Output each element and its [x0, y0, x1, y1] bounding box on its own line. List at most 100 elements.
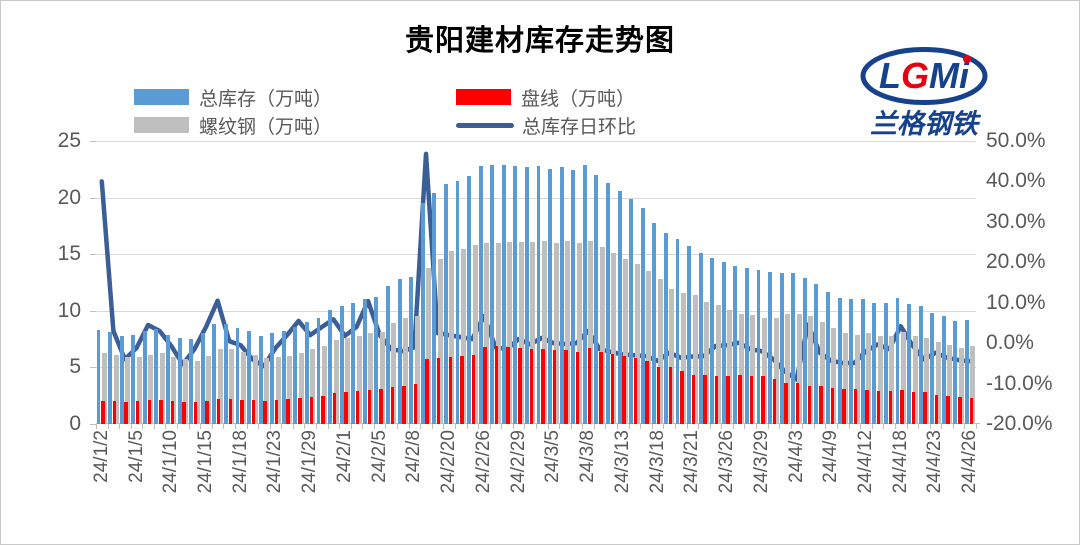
x-axis-label: 24/2/29: [507, 430, 529, 494]
x-axis-tick: [860, 424, 862, 429]
gridline: [96, 254, 976, 256]
y-axis-right-label: 0.0%: [986, 331, 1034, 355]
bar-coil: [610, 353, 615, 424]
x-axis-tick: [802, 424, 804, 429]
bar-coil: [761, 376, 765, 424]
bar-total-inventory: [548, 169, 553, 424]
bar-coil: [193, 402, 198, 424]
x-axis-label: 24/1/15: [195, 430, 216, 494]
ratio-line-series: [99, 151, 973, 382]
bar-total-inventory: [652, 222, 657, 424]
bar-coil: [274, 400, 279, 424]
bar-rebar: [947, 344, 953, 424]
bar-total-inventory: [154, 328, 159, 424]
bar-total-inventory: [374, 297, 379, 424]
x-axis-label: 24/3/13: [611, 430, 633, 494]
bar-total-inventory: [386, 285, 390, 424]
logo-i-dot-icon: [963, 55, 971, 63]
bar-rebar: [588, 240, 594, 424]
x-axis-tick: [327, 424, 329, 429]
x-axis-tick: [964, 424, 966, 429]
bar-rebar: [240, 351, 246, 424]
bar-total-inventory: [779, 273, 784, 424]
y-axis-right-label: 30.0%: [986, 209, 1046, 233]
bar-rebar: [773, 317, 779, 424]
x-axis-tick: [547, 424, 549, 429]
bar-rebar: [113, 354, 119, 424]
bar-coil: [958, 396, 962, 424]
bar-rebar: [206, 356, 212, 424]
bar-coil: [112, 401, 117, 424]
y-axis-tick: [90, 197, 96, 199]
x-axis-label: 24/3/5: [542, 430, 564, 483]
x-axis-tick: [200, 424, 202, 429]
bar-total-inventory: [270, 333, 275, 424]
legend-label: 总库存（万吨）: [199, 88, 333, 110]
bar-total-inventory: [675, 239, 680, 424]
x-axis-tick: [339, 424, 341, 429]
bar-rebar: [680, 292, 686, 424]
bar-rebar: [368, 333, 374, 424]
bar-coil: [367, 390, 372, 424]
bar-rebar: [843, 333, 849, 424]
x-axis-label: 24/3/29: [750, 430, 772, 494]
x-axis-tick: [605, 424, 607, 429]
x-axis-tick: [628, 424, 630, 429]
legend-bar-swatch-icon: [134, 89, 189, 105]
legend-label: 总库存日环比: [522, 116, 637, 138]
bar-coil: [124, 402, 128, 424]
bar-rebar: [298, 352, 304, 424]
bar-total-inventory: [791, 273, 796, 424]
x-axis-label: 24/3/18: [646, 430, 668, 494]
bar-rebar: [935, 342, 941, 424]
x-axis-tick: [130, 424, 132, 429]
bar-total-inventory: [96, 330, 101, 424]
bar-total-inventory: [710, 257, 715, 424]
bar-total-inventory: [918, 306, 923, 424]
bar-rebar: [912, 335, 918, 424]
bar-total-inventory: [814, 283, 819, 424]
x-axis-label: 24/1/2: [90, 430, 112, 483]
bar-rebar: [958, 348, 964, 424]
bar-total-inventory: [698, 253, 703, 424]
bar-rebar: [553, 242, 559, 424]
bar-coil: [147, 400, 152, 424]
bar-total-inventory: [860, 299, 865, 424]
bar-coil: [425, 359, 429, 424]
x-axis-tick: [721, 424, 723, 429]
x-axis-label: 24/4/23: [924, 430, 946, 494]
bar-coil: [413, 384, 418, 424]
bar-rebar: [970, 345, 976, 424]
bar-rebar: [183, 359, 189, 424]
bar-total-inventory: [872, 302, 877, 424]
x-axis-tick: [894, 424, 896, 429]
bar-total-inventory: [142, 331, 147, 424]
bar-rebar: [264, 358, 270, 424]
bar-total-inventory: [281, 331, 286, 424]
x-axis-label: 24/4/12: [855, 430, 876, 494]
y-axis-left-label: 20: [57, 185, 81, 209]
bar-rebar: [148, 354, 154, 424]
bar-total-inventory: [397, 279, 402, 424]
bar-rebar: [819, 322, 825, 424]
bar-rebar: [159, 352, 165, 424]
x-axis-tick: [258, 424, 260, 429]
x-axis-label: 24/4/3: [785, 430, 807, 483]
bar-rebar: [715, 305, 721, 424]
x-axis-tick: [316, 424, 317, 429]
bar-total-inventory: [837, 298, 842, 424]
bar-total-inventory: [189, 339, 194, 424]
bar-total-inventory: [177, 337, 182, 424]
bar-total-inventory: [559, 167, 564, 424]
bar-total-inventory: [745, 267, 749, 424]
gridline: [96, 310, 976, 312]
bar-rebar: [750, 315, 756, 424]
x-axis-tick: [119, 424, 121, 429]
bar-rebar: [623, 258, 629, 424]
x-axis-tick: [512, 424, 514, 429]
x-axis-tick: [674, 424, 676, 429]
bar-coil: [402, 385, 406, 424]
bar-rebar: [345, 337, 351, 424]
bar-coil: [680, 370, 684, 424]
x-axis-tick: [582, 424, 584, 429]
